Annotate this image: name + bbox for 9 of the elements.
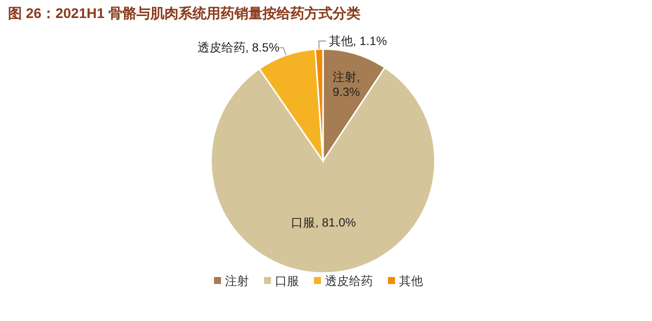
legend-label: 透皮给药 [325,274,373,288]
data-label: 其他, 1.1% [328,34,388,48]
chart-title: 图 26：2021H1 骨骼与肌肉系统用药销量按给药方式分类 [8,5,360,21]
data-label: 注射, 9.3% [332,70,360,99]
legend-label: 口服 [275,274,299,288]
data-label: 透皮给药, 8.5% [197,40,280,55]
data-label: 口服, 81.0% [291,216,356,230]
legend-label: 其他 [399,274,423,288]
legend-label: 注射 [225,274,249,288]
